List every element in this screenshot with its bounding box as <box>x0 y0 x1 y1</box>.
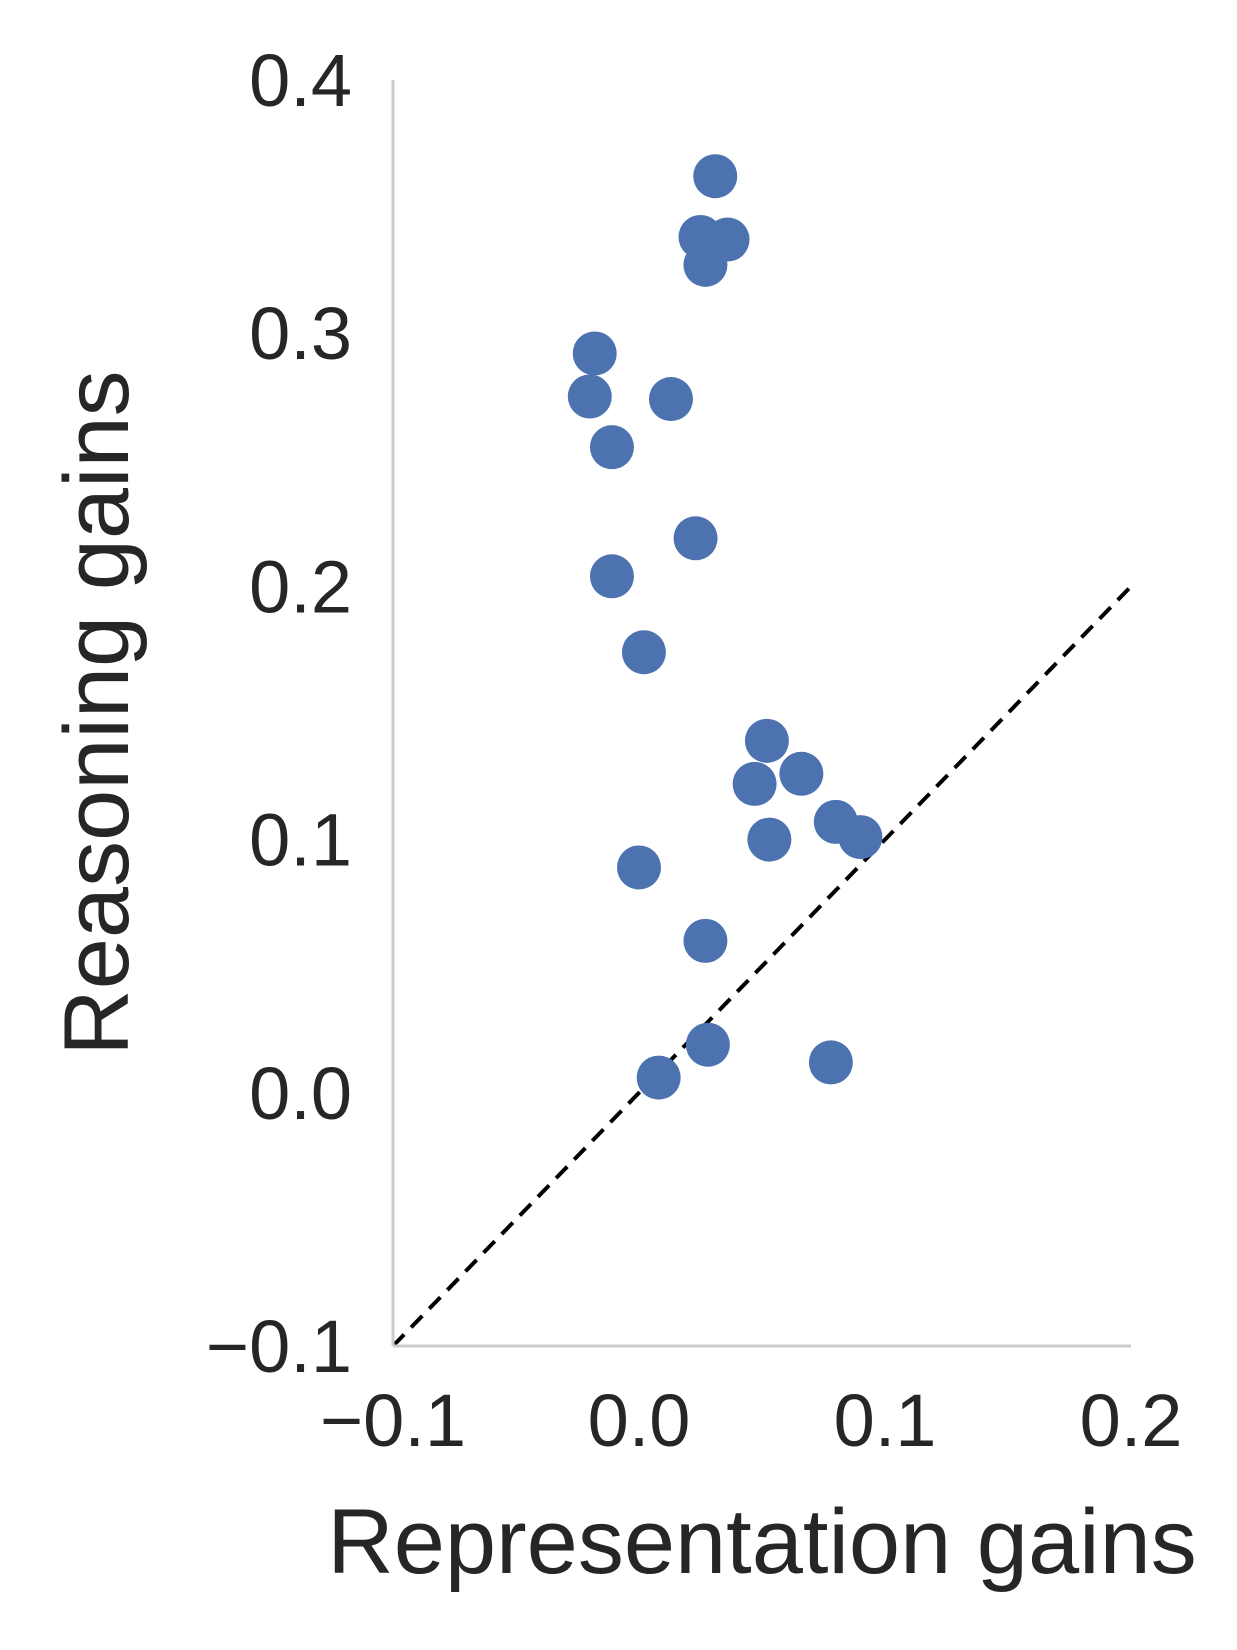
data-point <box>747 817 792 862</box>
y-tick-label: 0.2 <box>249 545 352 628</box>
x-axis-label: Representation gains <box>327 1491 1196 1593</box>
data-point <box>808 1040 853 1085</box>
y-tick-label: 0.4 <box>249 39 352 122</box>
data-point <box>572 331 617 376</box>
y-tick-label: 0.0 <box>249 1052 352 1135</box>
data-point <box>589 425 634 470</box>
y-tick-label: 0.3 <box>249 292 352 375</box>
y-tick-labels: −0.1 0.0 0.1 0.2 0.3 0.4 <box>206 39 352 1388</box>
x-tick-label: −0.1 <box>320 1379 466 1462</box>
data-point <box>838 815 883 860</box>
x-tick-labels: −0.1 0.0 0.1 0.2 <box>320 1379 1182 1462</box>
y-tick-label: 0.1 <box>249 799 352 882</box>
data-point <box>779 751 824 796</box>
y-tick-label: −0.1 <box>206 1305 352 1388</box>
data-point <box>744 718 789 763</box>
data-point <box>673 516 718 561</box>
data-point <box>621 630 666 675</box>
identity-reference-line <box>391 585 1133 1348</box>
data-point <box>683 242 728 287</box>
data-point <box>589 554 634 599</box>
reference-line-layer <box>391 585 1133 1348</box>
data-point <box>567 374 612 419</box>
data-points <box>567 154 883 1100</box>
axes <box>391 80 1131 1348</box>
data-point <box>732 761 777 806</box>
data-point <box>617 845 661 890</box>
data-point <box>636 1055 681 1100</box>
x-tick-label: 0.2 <box>1080 1379 1183 1462</box>
data-point <box>685 1022 730 1067</box>
x-tick-label: 0.0 <box>588 1379 691 1462</box>
data-point <box>648 377 693 422</box>
data-point <box>683 918 728 963</box>
y-axis-label: Reasoning gains <box>46 370 148 1055</box>
x-tick-label: 0.1 <box>834 1379 937 1462</box>
data-point <box>693 154 738 199</box>
